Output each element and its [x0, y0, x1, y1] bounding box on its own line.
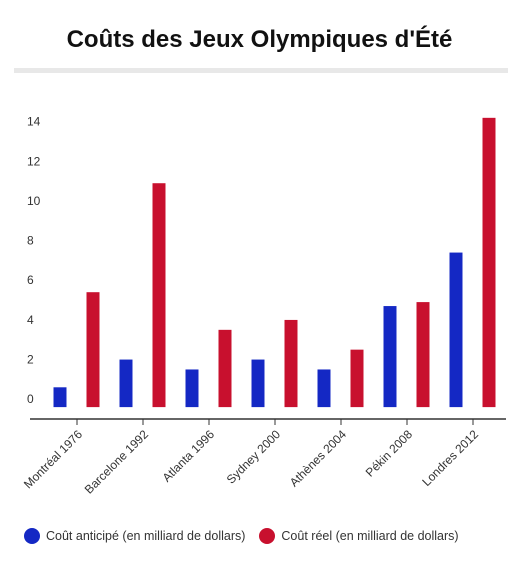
bars — [53, 117, 496, 408]
legend-swatch-anticipated — [24, 528, 40, 544]
bar-actual — [218, 329, 232, 408]
bar-anticipated — [53, 387, 67, 408]
bar-anticipated — [449, 252, 463, 408]
bar-anticipated — [317, 369, 331, 408]
bar-actual — [152, 183, 166, 408]
chart-title: Coûts des Jeux Olympiques d'Été — [66, 26, 453, 53]
y-axis-ticks: 0 2 4 6 8 10 12 14 — [27, 115, 41, 406]
y-tick-label: 10 — [27, 194, 41, 208]
legend-label-anticipated: Coût anticipé (en milliard de dollars) — [46, 529, 246, 543]
legend-swatch-actual — [259, 528, 276, 544]
y-tick-label: 0 — [27, 392, 34, 406]
x-tick-label: Sydney 2000 — [224, 427, 284, 487]
x-tick-label: Pékin 2008 — [363, 427, 416, 480]
y-tick-label: 6 — [27, 273, 34, 287]
y-tick-label: 12 — [27, 154, 41, 168]
x-tick-label: Londres 2012 — [419, 427, 481, 489]
bar-actual — [416, 302, 430, 408]
bar-anticipated — [383, 306, 397, 408]
bar-actual — [86, 292, 100, 408]
x-tick-label: Athènes 2004 — [287, 427, 350, 490]
y-tick-label: 8 — [27, 234, 34, 248]
bar-anticipated — [251, 359, 265, 408]
x-tick-label: Montréal 1976 — [21, 427, 85, 491]
legend-item-actual: Coût réel (en milliard de dollars) — [259, 528, 459, 544]
y-tick-label: 4 — [27, 313, 34, 327]
y-tick-label: 2 — [27, 352, 34, 366]
x-tick-label: Barcelone 1992 — [82, 427, 152, 497]
legend: Coût anticipé (en milliard de dollars) C… — [24, 528, 473, 544]
legend-label-actual: Coût réel (en milliard de dollars) — [281, 529, 459, 543]
bar-actual — [350, 349, 364, 408]
x-tick-label: Atlanta 1996 — [160, 427, 218, 485]
y-tick-label: 14 — [27, 115, 41, 129]
title-divider — [14, 68, 508, 73]
bar-actual — [284, 319, 298, 408]
bar-actual — [482, 117, 496, 408]
bar-anticipated — [185, 369, 199, 408]
legend-item-anticipated: Coût anticipé (en milliard de dollars) — [24, 528, 245, 544]
bar-anticipated — [119, 359, 133, 408]
